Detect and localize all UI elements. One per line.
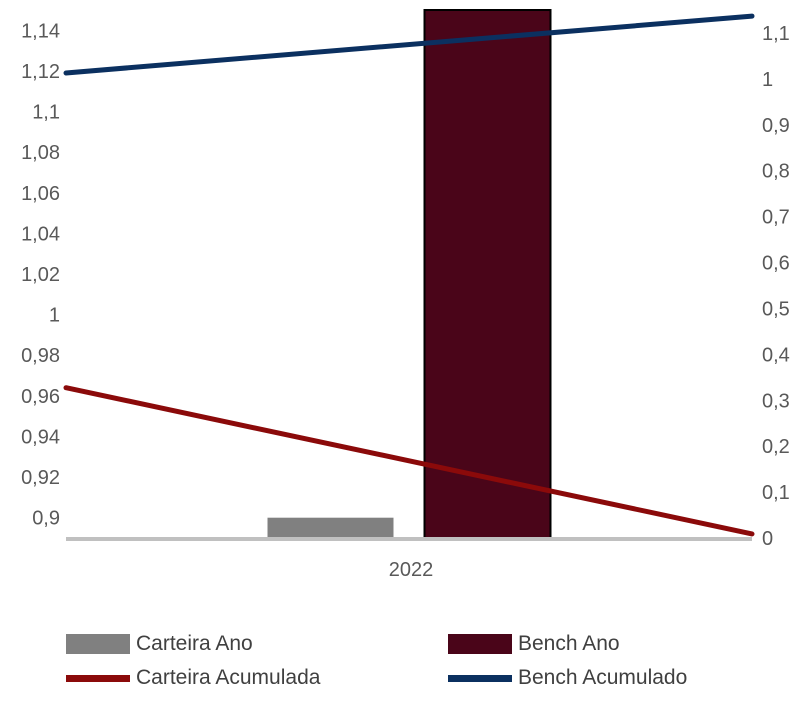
y-right-tick-label: 0,8 [762, 161, 790, 183]
y-left-tick-label: 1,12 [21, 61, 60, 83]
legend-label-bench-acumulado: Bench Acumulado [518, 666, 688, 689]
legend-label-carteira-ano: Carteira Ano [136, 632, 253, 655]
legend-swatch-bench-ano [448, 634, 512, 654]
y-right-tick-label: 0,7 [762, 207, 790, 229]
legend-label-bench-ano: Bench Ano [518, 632, 620, 655]
legend-item-carteira-ano: Carteira Ano [66, 632, 253, 656]
x-tick-label: 2022 [389, 559, 434, 581]
line-carteira-acumulada [63, 385, 755, 537]
legend-label-carteira-acumulada: Carteira Acumulada [136, 666, 321, 689]
y-right-tick-label: 0,5 [762, 298, 790, 320]
legend-swatch-carteira-ano [66, 634, 130, 654]
y-left-tick-label: 1,02 [21, 264, 60, 286]
legend-item-bench-ano: Bench Ano [448, 632, 620, 656]
legend-swatch-carteira-acumulada [66, 674, 130, 682]
y-left-tick-label: 0,96 [21, 386, 60, 408]
bar-bench-ano [423, 9, 552, 539]
legend: Carteira Ano Bench Ano Carteira Acumulad… [66, 632, 786, 696]
y-right-tick-label: 0,4 [762, 344, 790, 366]
y-right-tick-label: 0,2 [762, 436, 790, 458]
y-right-tick-label: 1,1 [762, 23, 790, 45]
y-right-tick-label: 0,9 [762, 115, 790, 137]
y-left-tick-label: 1 [49, 305, 60, 327]
bar-carteira-ano [267, 517, 394, 538]
y-left-tick-label: 1,1 [32, 102, 60, 124]
y-left-tick-label: 0,9 [32, 508, 60, 530]
legend-item-carteira-acumulada: Carteira Acumulada [66, 666, 320, 690]
y-right-tick-label: 1 [762, 69, 773, 91]
line-bench-acumulado [63, 13, 755, 76]
y-right-tick-label: 0 [762, 528, 773, 550]
y-left-tick-label: 1,08 [21, 142, 60, 164]
y-right-tick-label: 0,6 [762, 253, 790, 275]
y-left-tick-label: 0,98 [21, 345, 60, 367]
y-left-tick-label: 1,04 [21, 223, 60, 245]
y-left-tick-label: 0,94 [21, 426, 60, 448]
combo-chart: 0,9 0,92 0,94 0,96 0,98 1 1,02 1,04 1,06 1,08 1,1 1… [21, 9, 790, 581]
y-left-tick-label: 1,14 [21, 20, 60, 42]
y-left-tick-label: 0,92 [21, 467, 60, 489]
y-right-tick-label: 0,3 [762, 390, 790, 412]
y-left-tick-label: 1,06 [21, 183, 60, 205]
y-right-tick-label: 0,1 [762, 482, 790, 504]
legend-item-bench-acumulado: Bench Acumulado [448, 666, 687, 690]
legend-swatch-bench-acumulado [448, 674, 512, 682]
